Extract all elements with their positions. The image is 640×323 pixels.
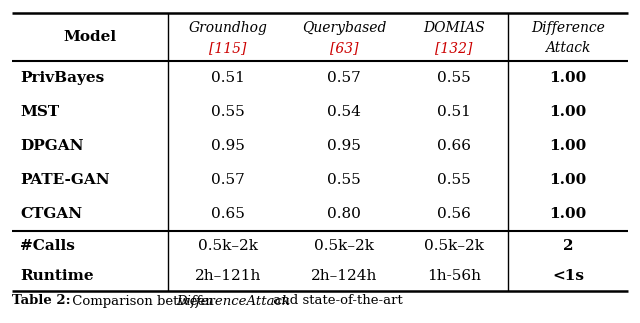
Text: Querybased: Querybased: [302, 21, 386, 35]
Text: 1.00: 1.00: [549, 105, 587, 119]
Text: 0.51: 0.51: [437, 105, 471, 119]
Text: PrivBayes: PrivBayes: [20, 71, 104, 85]
Text: DPGAN: DPGAN: [20, 139, 83, 153]
Text: 0.65: 0.65: [211, 207, 245, 221]
Text: 1h-56h: 1h-56h: [427, 269, 481, 283]
Text: 1.00: 1.00: [549, 173, 587, 187]
Text: [115]: [115]: [209, 41, 246, 55]
Text: 0.80: 0.80: [327, 207, 361, 221]
Text: 1.00: 1.00: [549, 71, 587, 85]
Text: Attack: Attack: [545, 41, 591, 55]
Text: 0.55: 0.55: [211, 105, 245, 119]
Text: 0.5k–2k: 0.5k–2k: [424, 239, 484, 253]
Text: CTGAN: CTGAN: [20, 207, 82, 221]
Text: [63]: [63]: [330, 41, 358, 55]
Text: 0.95: 0.95: [327, 139, 361, 153]
Text: 0.57: 0.57: [211, 173, 245, 187]
Text: [132]: [132]: [435, 41, 473, 55]
Text: 0.55: 0.55: [437, 173, 471, 187]
Text: Groundhog: Groundhog: [189, 21, 268, 35]
Text: 0.55: 0.55: [327, 173, 361, 187]
Text: 0.55: 0.55: [437, 71, 471, 85]
Text: DOMIAS: DOMIAS: [423, 21, 485, 35]
Text: 0.51: 0.51: [211, 71, 245, 85]
Text: #Calls: #Calls: [20, 239, 75, 253]
Text: 0.5k–2k: 0.5k–2k: [314, 239, 374, 253]
Text: 1.00: 1.00: [549, 139, 587, 153]
Text: Comparison between: Comparison between: [68, 295, 218, 307]
Text: 0.66: 0.66: [437, 139, 471, 153]
Text: <1s: <1s: [552, 269, 584, 283]
Text: 2h–121h: 2h–121h: [195, 269, 261, 283]
Text: 1.00: 1.00: [549, 207, 587, 221]
Text: and state-of-the-art: and state-of-the-art: [269, 295, 403, 307]
Text: Table 2:: Table 2:: [12, 295, 70, 307]
Text: 0.57: 0.57: [327, 71, 361, 85]
Text: 0.5k–2k: 0.5k–2k: [198, 239, 258, 253]
Text: Model: Model: [63, 30, 116, 44]
Text: Runtime: Runtime: [20, 269, 93, 283]
Text: 2: 2: [563, 239, 573, 253]
Text: 0.54: 0.54: [327, 105, 361, 119]
Text: 2h–124h: 2h–124h: [311, 269, 377, 283]
Text: 0.56: 0.56: [437, 207, 471, 221]
Text: PATE-GAN: PATE-GAN: [20, 173, 109, 187]
Text: MST: MST: [20, 105, 59, 119]
Text: DifferenceAttack: DifferenceAttack: [176, 295, 290, 307]
Text: Difference: Difference: [531, 21, 605, 35]
Text: 0.95: 0.95: [211, 139, 245, 153]
